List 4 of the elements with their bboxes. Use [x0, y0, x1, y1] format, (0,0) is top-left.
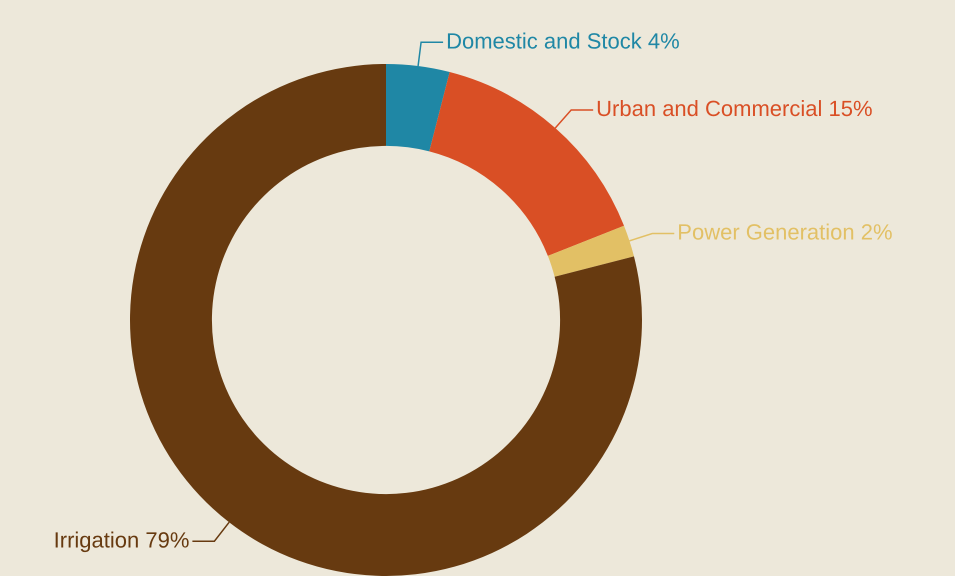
- slice-label: Irrigation 79%: [54, 527, 190, 552]
- slice-label: Urban and Commercial 15%: [596, 96, 873, 122]
- slice-label: Power Generation 2%: [677, 220, 893, 245]
- slice-label: Domestic and Stock 4%: [446, 28, 680, 54]
